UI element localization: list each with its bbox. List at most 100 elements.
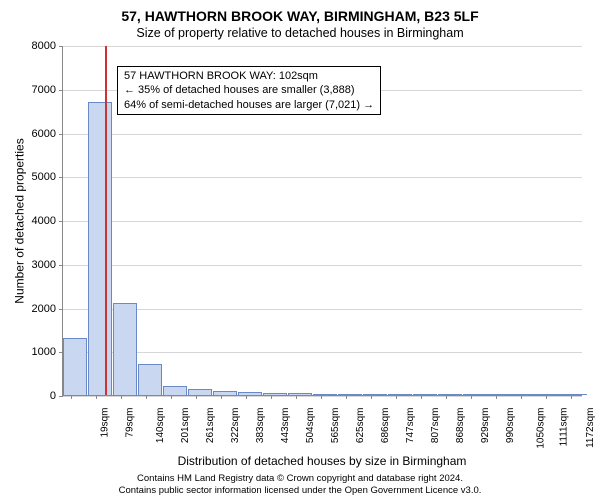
x-tick-mark	[246, 395, 247, 399]
y-tick-mark	[59, 177, 63, 178]
histogram-bar	[238, 392, 262, 396]
x-tick-mark	[421, 395, 422, 399]
histogram-bar	[363, 394, 387, 395]
annotation-line-1: 57 HAWTHORN BROOK WAY: 102sqm	[124, 69, 374, 83]
property-marker-line	[105, 46, 107, 395]
histogram-bar	[188, 389, 212, 395]
histogram-bar	[88, 102, 112, 395]
x-tick-mark	[521, 395, 522, 399]
histogram-bar	[388, 394, 412, 395]
x-tick-label: 1050sqm	[535, 408, 546, 449]
histogram-bar	[138, 364, 162, 395]
y-tick-label: 1000	[16, 346, 56, 358]
x-tick-mark	[396, 395, 397, 399]
x-tick-label: 322sqm	[230, 408, 241, 444]
x-tick-label: 1111sqm	[558, 408, 569, 447]
histogram-bar	[313, 394, 337, 395]
histogram-bar	[288, 393, 312, 395]
y-tick-label: 7000	[16, 84, 56, 96]
chart-subtitle: Size of property relative to detached ho…	[0, 24, 600, 40]
y-tick-mark	[59, 396, 63, 397]
histogram-bar	[537, 394, 561, 395]
x-tick-label: 807sqm	[430, 408, 441, 444]
annotation-line-3: 64% of semi-detached houses are larger (…	[124, 98, 374, 112]
x-tick-mark	[446, 395, 447, 399]
x-axis-label: Distribution of detached houses by size …	[62, 454, 582, 468]
x-tick-mark	[71, 395, 72, 399]
x-tick-label: 201sqm	[180, 408, 191, 444]
grid-line	[63, 221, 582, 222]
grid-line	[63, 352, 582, 353]
y-tick-mark	[59, 265, 63, 266]
x-tick-label: 686sqm	[380, 408, 391, 444]
grid-line	[63, 46, 582, 47]
x-tick-mark	[571, 395, 572, 399]
plot-area: 01000200030004000500060007000800019sqm79…	[62, 46, 582, 396]
y-tick-label: 4000	[16, 215, 56, 227]
y-tick-label: 2000	[16, 303, 56, 315]
x-tick-mark	[271, 395, 272, 399]
grid-line	[63, 265, 582, 266]
chart-title: 57, HAWTHORN BROOK WAY, BIRMINGHAM, B23 …	[0, 0, 600, 24]
x-tick-mark	[371, 395, 372, 399]
y-tick-label: 5000	[16, 171, 56, 183]
x-tick-mark	[171, 395, 172, 399]
y-tick-label: 8000	[16, 40, 56, 52]
histogram-bar	[263, 393, 287, 395]
grid-line	[63, 134, 582, 135]
histogram-bar	[338, 394, 362, 395]
x-tick-label: 868sqm	[455, 408, 466, 444]
x-tick-mark	[221, 395, 222, 399]
histogram-bar	[438, 394, 462, 395]
annotation-box: 57 HAWTHORN BROOK WAY: 102sqm← 35% of de…	[117, 66, 381, 115]
x-tick-label: 79sqm	[124, 408, 135, 438]
x-tick-label: 443sqm	[280, 408, 291, 444]
x-tick-mark	[496, 395, 497, 399]
y-tick-mark	[59, 46, 63, 47]
footer: Contains HM Land Registry data © Crown c…	[0, 473, 600, 496]
x-tick-label: 261sqm	[205, 408, 216, 444]
x-tick-label: 565sqm	[330, 408, 341, 444]
x-tick-mark	[321, 395, 322, 399]
histogram-bar	[512, 394, 536, 395]
x-tick-mark	[146, 395, 147, 399]
x-tick-label: 383sqm	[255, 408, 266, 444]
histogram-bar	[213, 391, 237, 395]
histogram-bar	[163, 386, 187, 395]
plot-wrap: 01000200030004000500060007000800019sqm79…	[62, 46, 582, 396]
y-tick-mark	[59, 221, 63, 222]
figure: 57, HAWTHORN BROOK WAY, BIRMINGHAM, B23 …	[0, 0, 600, 500]
y-tick-mark	[59, 90, 63, 91]
x-tick-label: 504sqm	[305, 408, 316, 444]
x-tick-mark	[471, 395, 472, 399]
histogram-bar	[487, 394, 511, 395]
x-tick-label: 625sqm	[355, 408, 366, 444]
x-tick-label: 19sqm	[99, 408, 110, 438]
x-tick-label: 990sqm	[505, 408, 516, 444]
x-tick-label: 747sqm	[405, 408, 416, 444]
x-tick-mark	[346, 395, 347, 399]
x-tick-mark	[296, 395, 297, 399]
x-tick-label: 140sqm	[155, 408, 166, 444]
x-tick-mark	[196, 395, 197, 399]
y-tick-mark	[59, 134, 63, 135]
histogram-bar	[413, 394, 437, 395]
x-tick-label: 1172sqm	[585, 408, 596, 448]
histogram-bar	[562, 394, 586, 395]
x-tick-mark	[96, 395, 97, 399]
y-tick-label: 6000	[16, 128, 56, 140]
y-tick-label: 3000	[16, 259, 56, 271]
histogram-bar	[463, 394, 487, 395]
y-tick-mark	[59, 309, 63, 310]
grid-line	[63, 309, 582, 310]
annotation-line-2: ← 35% of detached houses are smaller (3,…	[124, 83, 374, 97]
footer-line-2: Contains public sector information licen…	[0, 485, 600, 496]
histogram-bar	[113, 303, 137, 395]
x-tick-mark	[121, 395, 122, 399]
grid-line	[63, 396, 582, 397]
grid-line	[63, 177, 582, 178]
footer-line-1: Contains HM Land Registry data © Crown c…	[0, 473, 600, 484]
histogram-bar	[63, 338, 87, 395]
y-tick-label: 0	[16, 390, 56, 402]
x-tick-mark	[546, 395, 547, 399]
